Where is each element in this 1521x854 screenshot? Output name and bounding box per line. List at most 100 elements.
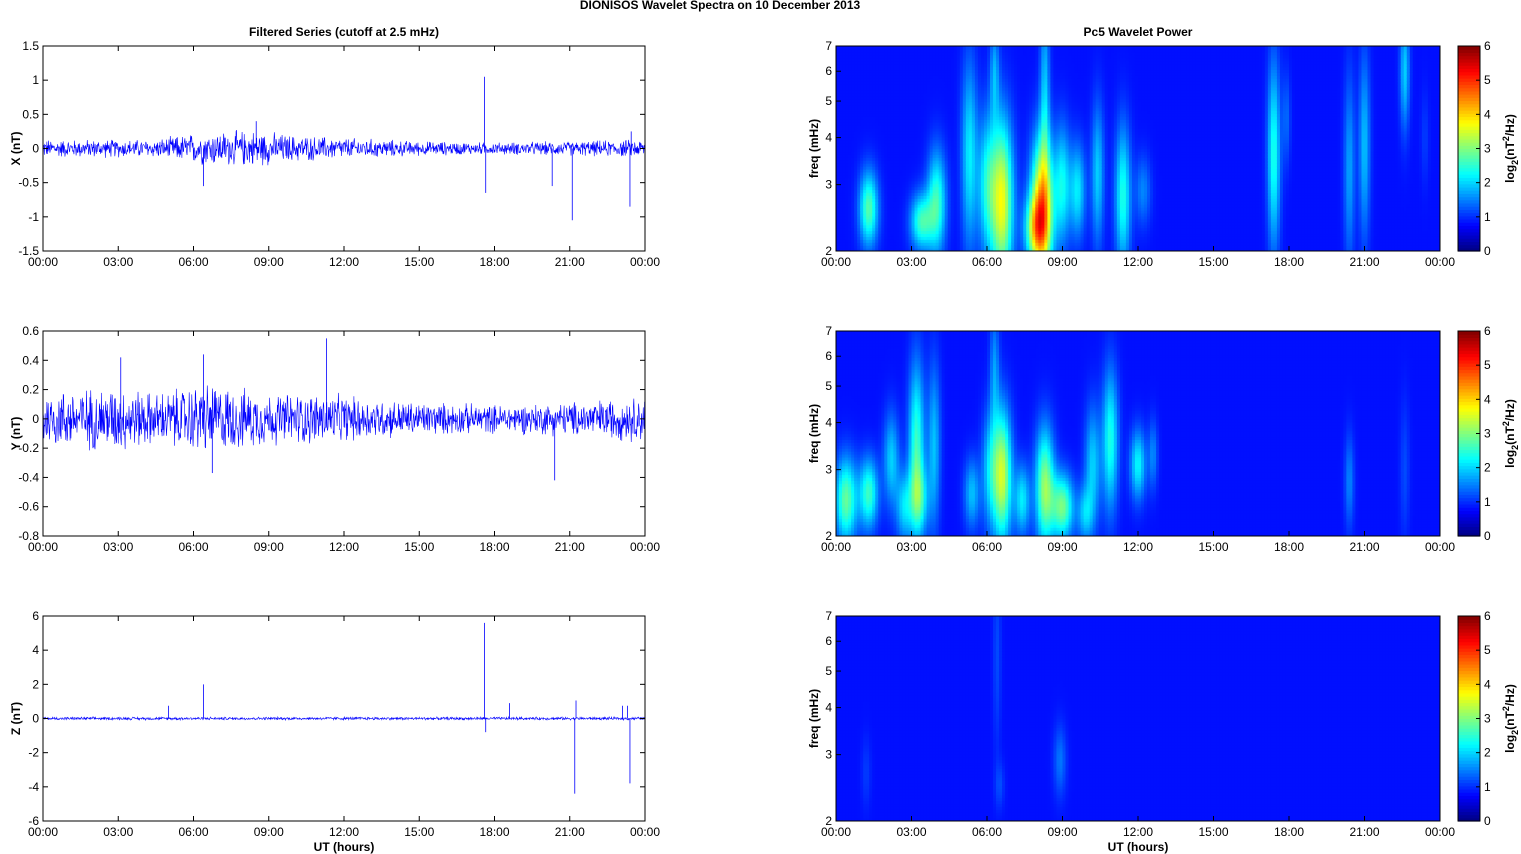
ts-y-ylabel: Y (nT) bbox=[9, 417, 23, 451]
ts-x-trace bbox=[42, 130, 646, 166]
ts-z-ytick-label: 2 bbox=[32, 677, 39, 691]
ts-z-ytick-label: 6 bbox=[32, 609, 39, 623]
ts-y-ytick-label: -0.2 bbox=[18, 441, 39, 455]
wv-y-xtick-label: 21:00 bbox=[1349, 540, 1379, 554]
wv-z-xtick-label: 12:00 bbox=[1123, 825, 1153, 839]
ts-z-xtick-label: 18:00 bbox=[479, 825, 509, 839]
wv-z-xtick-label: 15:00 bbox=[1198, 825, 1228, 839]
wv-x-ytick-label: 7 bbox=[825, 39, 832, 53]
ts-x-xtick-label: 09:00 bbox=[254, 255, 284, 269]
ts-z-xtick-label: 09:00 bbox=[254, 825, 284, 839]
wv-z-ytick-label: 5 bbox=[825, 664, 832, 678]
ts-x-xtick-label: 15:00 bbox=[404, 255, 434, 269]
ts-x-panel: -1.5 -1 -0.5 0 0.5 1 1.5 00:00 03:00 06:00 09:00 12… bbox=[9, 39, 660, 269]
ts-x-xtick-label: 12:00 bbox=[329, 255, 359, 269]
ts-z-xtick-label: 15:00 bbox=[404, 825, 434, 839]
wv-y-xtick-label: 09:00 bbox=[1047, 540, 1077, 554]
wv-x-xtick-label: 15:00 bbox=[1198, 255, 1228, 269]
ts-y-xtick-label: 12:00 bbox=[329, 540, 359, 554]
wv-x-xtick-label: 18:00 bbox=[1274, 255, 1304, 269]
ts-y-xtick-label: 00:00 bbox=[630, 540, 660, 554]
ts-y-xtick-label: 06:00 bbox=[178, 540, 208, 554]
wv-y-xtick-label: 15:00 bbox=[1198, 540, 1228, 554]
ts-z-ylabel: Z (nT) bbox=[9, 702, 23, 735]
wv-z-panel: 2 3 4 5 6 7 00:00 03:00 06:00 09:00 12:00 15:00 18:0… bbox=[807, 609, 1520, 839]
wv-y-cbar-tick-label: 4 bbox=[1484, 392, 1491, 406]
wv-y-ytick-label: 5 bbox=[825, 379, 832, 393]
wv-z-cbar-tick-label: 4 bbox=[1484, 677, 1491, 691]
wv-x-ytick-label: 3 bbox=[825, 178, 832, 192]
wv-z-xtick-label: 00:00 bbox=[821, 825, 851, 839]
ts-x-xtick-label: 03:00 bbox=[103, 255, 133, 269]
wv-x-heatmap bbox=[836, 46, 1440, 251]
ts-z-xtick-label: 03:00 bbox=[103, 825, 133, 839]
wv-y-cbar-label: log2(nT2/Hz) bbox=[1501, 399, 1520, 468]
wv-x-ytick-label: 6 bbox=[825, 64, 832, 78]
ts-x-ylabel: X (nT) bbox=[9, 132, 23, 166]
wv-x-ytick-label: 2 bbox=[825, 244, 832, 258]
ts-x-axes-frame bbox=[42, 45, 646, 252]
wv-y-cbar-tick-label: 3 bbox=[1484, 427, 1491, 441]
wv-x-ytick-label: 4 bbox=[825, 131, 832, 145]
ts-y-xtick-label: 03:00 bbox=[103, 540, 133, 554]
ts-x-ytick-label: -1.5 bbox=[18, 244, 39, 258]
ts-y-ytick-label: 0.4 bbox=[22, 353, 39, 367]
wv-z-cbar-tick-label: 3 bbox=[1484, 712, 1491, 726]
ts-x-xtick-label: 00:00 bbox=[28, 255, 58, 269]
ts-x-xtick-label: 00:00 bbox=[630, 255, 660, 269]
ts-z-xtick-label: 00:00 bbox=[28, 825, 58, 839]
figure-suptitle: DIONISOS Wavelet Spectra on 10 December … bbox=[580, 0, 861, 12]
wv-x-panel: 2 3 4 5 6 7 00:00 03:00 06:00 09:00 12:00 15:00 18:0… bbox=[807, 39, 1520, 269]
wv-y-ylabel: freq (mHz) bbox=[807, 404, 821, 463]
wv-x-cbar-tick-label: 1 bbox=[1484, 210, 1491, 224]
wv-y-xtick-label: 00:00 bbox=[1425, 540, 1455, 554]
ts-y-ytick-label: -0.6 bbox=[18, 500, 39, 514]
ts-y-xtick-label: 09:00 bbox=[254, 540, 284, 554]
wv-z-xtick-label: 00:00 bbox=[1425, 825, 1455, 839]
wv-x-xtick-label: 03:00 bbox=[896, 255, 926, 269]
wv-x-xtick-label: 21:00 bbox=[1349, 255, 1379, 269]
wv-y-ytick-label: 2 bbox=[825, 529, 832, 543]
ts-z-ytick-label: 4 bbox=[32, 643, 39, 657]
ts-y-ytick-label: -0.4 bbox=[18, 470, 39, 484]
wv-z-cbar-tick-label: 0 bbox=[1484, 814, 1491, 828]
ts-x-ytick-label: 0 bbox=[32, 142, 39, 156]
ts-x-xtick-label: 18:00 bbox=[479, 255, 509, 269]
wv-y-xtick-label: 00:00 bbox=[821, 540, 851, 554]
wv-y-ytick-label: 4 bbox=[825, 416, 832, 430]
wv-y-ytick-label: 6 bbox=[825, 349, 832, 363]
wv-z-heatmap bbox=[836, 616, 1440, 821]
wv-z-cbar-tick-label: 2 bbox=[1484, 746, 1491, 760]
wv-z-xtick-label: 03:00 bbox=[896, 825, 926, 839]
wv-z-xtick-label: 21:00 bbox=[1349, 825, 1379, 839]
ts-z-trace bbox=[42, 715, 646, 722]
ts-z-ytick-label: -6 bbox=[28, 814, 39, 828]
wv-z-ytick-label: 7 bbox=[825, 609, 832, 623]
ts-x-ytick-label: 1 bbox=[32, 73, 39, 87]
ts-y-xtick-label: 18:00 bbox=[479, 540, 509, 554]
wv-y-ytick-label: 3 bbox=[825, 463, 832, 477]
wv-x-cbar-tick-label: 3 bbox=[1484, 142, 1491, 156]
ts-y-ytick-label: 0 bbox=[32, 412, 39, 426]
wv-x-xtick-label: 06:00 bbox=[972, 255, 1002, 269]
ts-z-xtick-label: 12:00 bbox=[329, 825, 359, 839]
left-column-title: Filtered Series (cutoff at 2.5 mHz) bbox=[249, 25, 439, 39]
ts-y-xtick-label: 00:00 bbox=[28, 540, 58, 554]
wv-y-heatmap bbox=[836, 331, 1440, 536]
wv-z-ytick-label: 3 bbox=[825, 748, 832, 762]
wv-y-xtick-label: 18:00 bbox=[1274, 540, 1304, 554]
ts-x-xtick-label: 21:00 bbox=[555, 255, 585, 269]
ts-y-ytick-label: 0.6 bbox=[22, 324, 39, 338]
ts-z-xtick-label: 06:00 bbox=[178, 825, 208, 839]
wv-z-ytick-label: 6 bbox=[825, 634, 832, 648]
wv-y-cbar-tick-label: 2 bbox=[1484, 461, 1491, 475]
wv-x-cbar-tick-label: 2 bbox=[1484, 176, 1491, 190]
right-column-title: Pc5 Wavelet Power bbox=[1084, 25, 1193, 39]
wv-x-xtick-label: 12:00 bbox=[1123, 255, 1153, 269]
wv-y-cbar-tick-label: 6 bbox=[1484, 324, 1491, 338]
wv-z-cbar-tick-label: 5 bbox=[1484, 643, 1491, 657]
ts-x-ytick-label: -0.5 bbox=[18, 176, 39, 190]
ts-x-xtick-label: 06:00 bbox=[178, 255, 208, 269]
wv-y-colorbar: 0 1 2 3 4 5 6 log2(nT2/Hz) bbox=[1457, 324, 1520, 543]
